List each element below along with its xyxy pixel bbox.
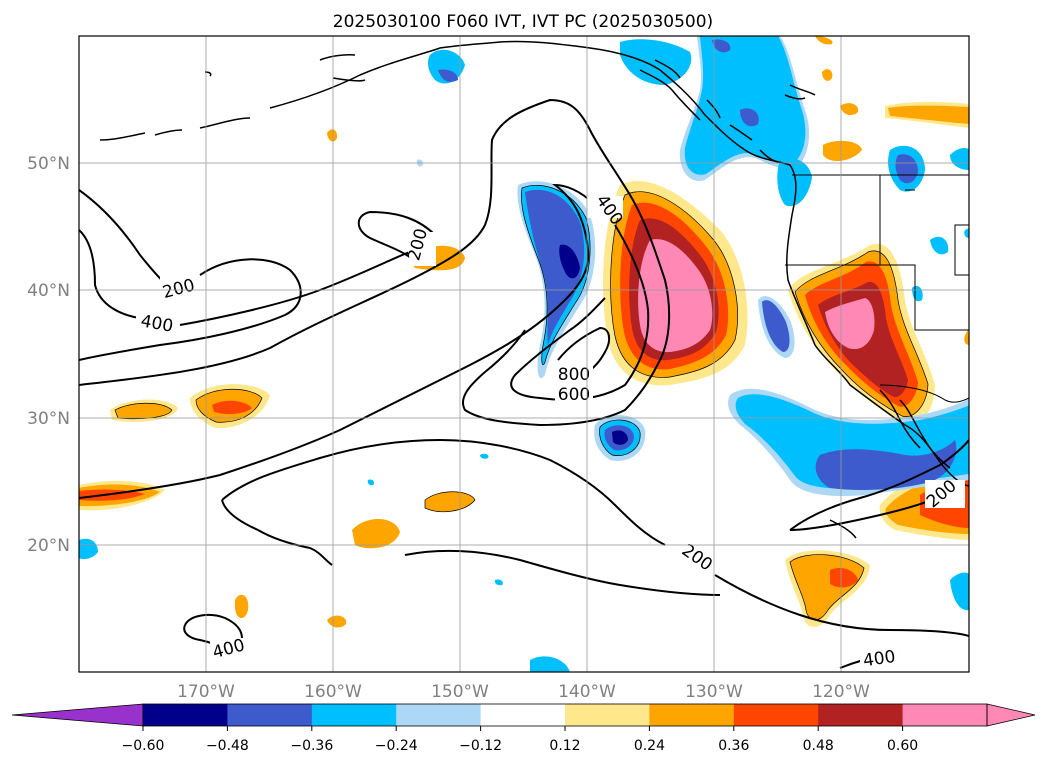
colorbar-tick-label: −0.60 bbox=[122, 738, 165, 754]
colorbar-tick-label: −0.48 bbox=[206, 738, 249, 754]
colorbar-segment bbox=[902, 704, 988, 726]
lon-label: 120°W bbox=[812, 682, 870, 702]
colorbar: −0.60 −0.48 −0.36 −0.24 −0.12 0.12 0.24 0.36 0.4… bbox=[11, 703, 1036, 754]
political-borders bbox=[784, 174, 969, 403]
colorbar-tick-label: 0.48 bbox=[803, 738, 834, 754]
colorbar-segment bbox=[227, 704, 313, 726]
coastlines bbox=[99, 40, 969, 539]
lon-labels: 170°W 160°W 150°W 140°W 130°W 120°W bbox=[177, 682, 870, 702]
lat-labels: 50°N 40°N 30°N 20°N bbox=[27, 154, 70, 556]
lat-label: 50°N bbox=[27, 154, 70, 174]
map-panel: 400 200 200 400 800 600 200 400 200 400 bbox=[79, 36, 969, 672]
colorbar-tick-label: −0.12 bbox=[459, 738, 502, 754]
contour-label: 400 bbox=[862, 647, 897, 671]
lat-label: 40°N bbox=[27, 281, 70, 301]
colorbar-segment bbox=[143, 704, 228, 726]
gridlines bbox=[79, 36, 969, 672]
colorbar-segment bbox=[311, 704, 397, 726]
lat-label: 20°N bbox=[27, 536, 70, 556]
lon-label: 170°W bbox=[177, 682, 235, 702]
colorbar-extend-high bbox=[986, 703, 1036, 727]
positive-anomaly-fills bbox=[79, 36, 969, 628]
lat-label: 30°N bbox=[27, 409, 70, 429]
colorbar-segment bbox=[565, 704, 650, 726]
colorbar-tick-label: 0.12 bbox=[549, 738, 580, 754]
map-frame bbox=[78, 35, 970, 673]
contour-label: 800 bbox=[558, 365, 590, 385]
lon-label: 140°W bbox=[558, 682, 616, 702]
colorbar-segment bbox=[649, 704, 735, 726]
colorbar-segment bbox=[480, 704, 566, 726]
lon-label: 160°W bbox=[304, 682, 362, 702]
colorbar-extend-low bbox=[11, 703, 144, 727]
colorbar-tick-label: 0.60 bbox=[887, 738, 918, 754]
colorbar-tick-label: 0.36 bbox=[718, 738, 749, 754]
contour-label: 600 bbox=[558, 385, 590, 405]
colorbar-tick-label: −0.24 bbox=[375, 738, 418, 754]
colorbar-segment bbox=[396, 704, 482, 726]
figure-title: 2025030100 F060 IVT, IVT PC (2025030500) bbox=[333, 12, 713, 32]
anomaly-outlines bbox=[114, 185, 929, 621]
colorbar-segment bbox=[733, 704, 819, 726]
colorbar-tick-label: −0.36 bbox=[290, 738, 333, 754]
colorbar-segment bbox=[818, 704, 904, 726]
lon-label: 130°W bbox=[685, 682, 743, 702]
lon-label: 150°W bbox=[431, 682, 489, 702]
colorbar-tick-label: 0.24 bbox=[634, 738, 665, 754]
